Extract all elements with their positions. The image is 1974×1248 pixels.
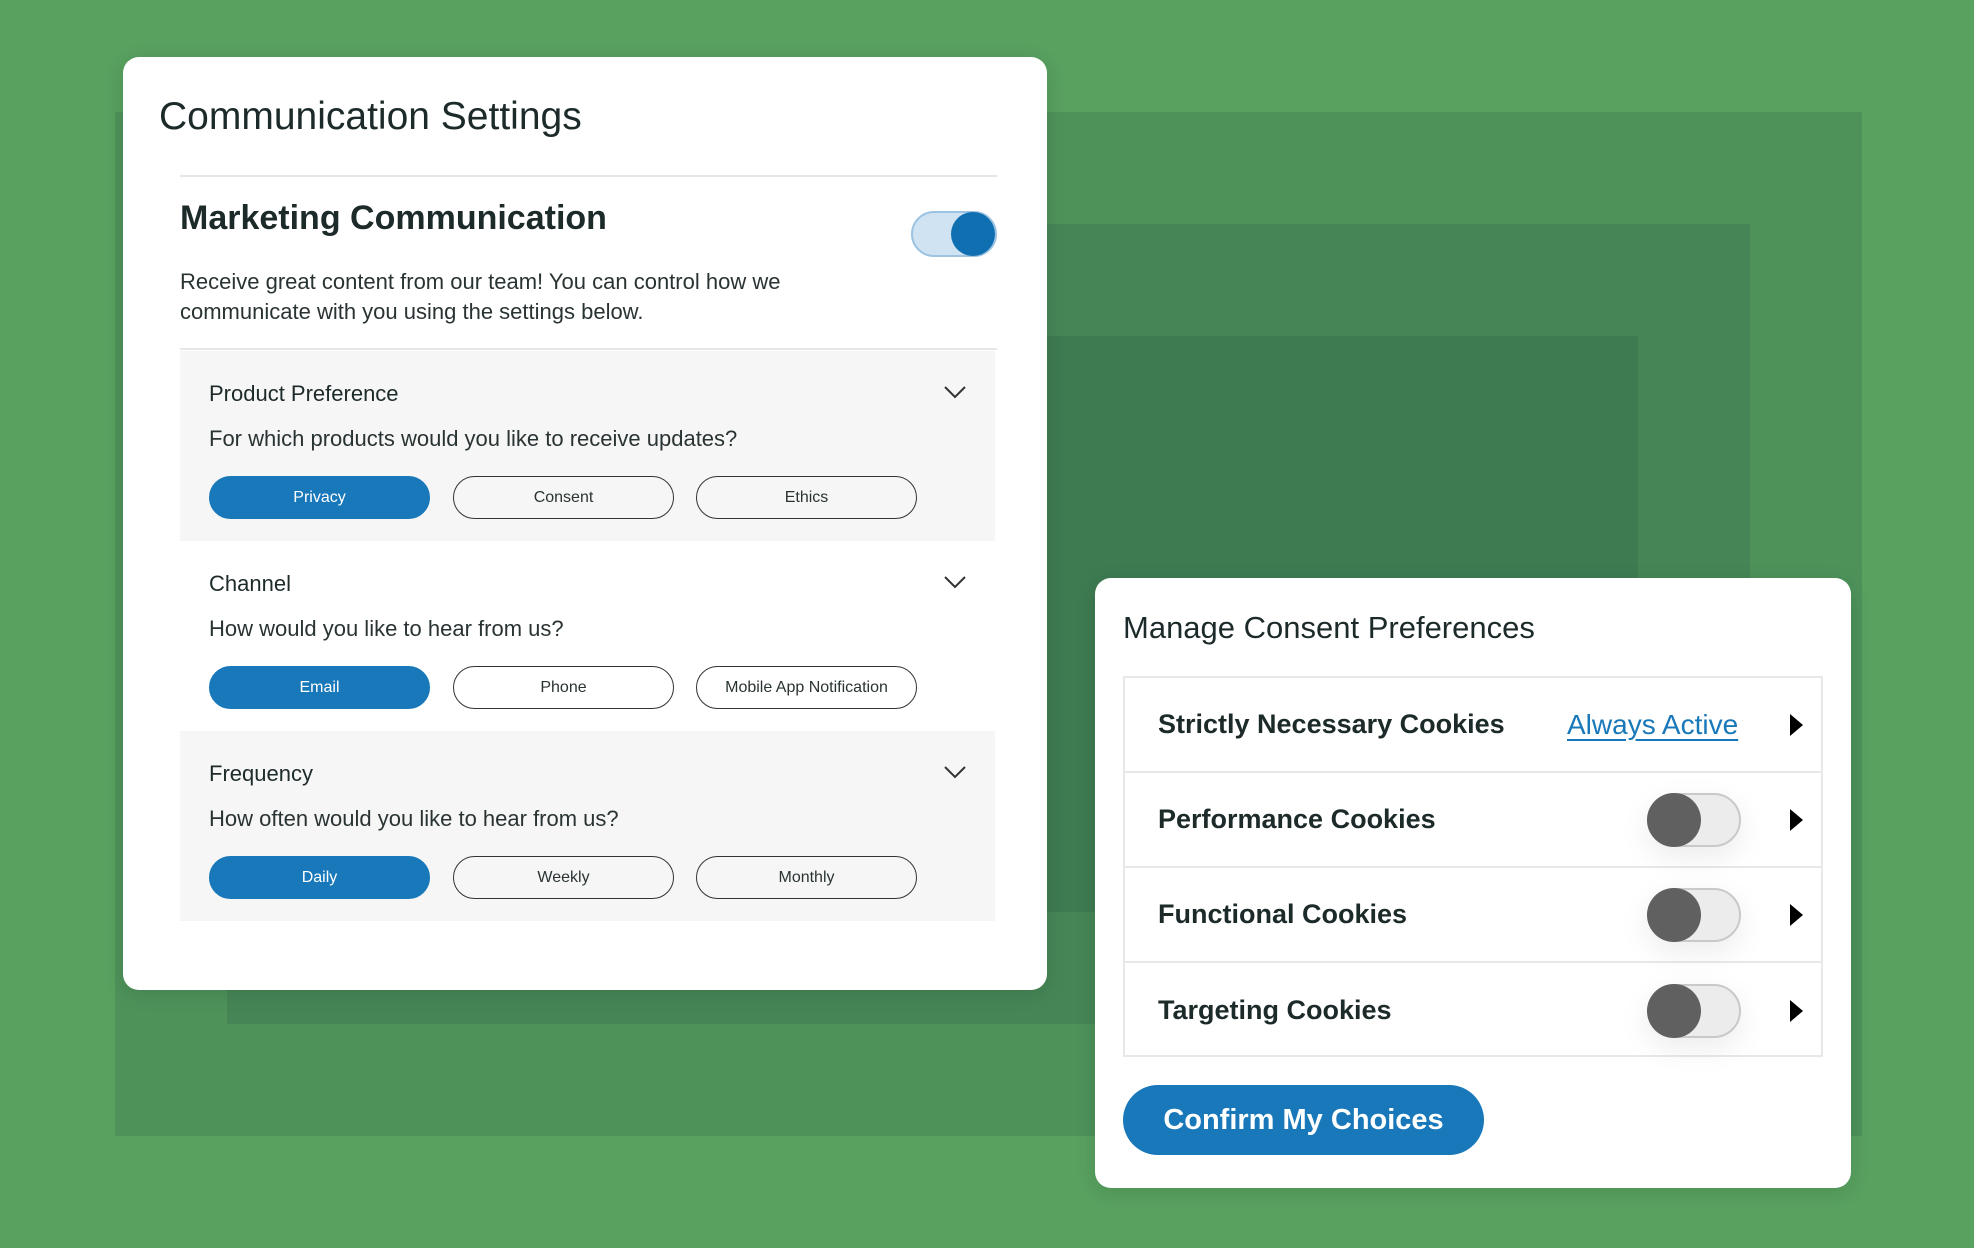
cookie-row-performance[interactable]: Performance Cookies <box>1125 773 1821 868</box>
cookie-label: Strictly Necessary Cookies <box>1158 709 1505 739</box>
option-monthly[interactable]: Monthly <box>696 856 917 899</box>
chevron-down-icon[interactable] <box>944 381 966 403</box>
marketing-toggle[interactable] <box>911 211 997 257</box>
marketing-title: Marketing Communication <box>180 199 607 237</box>
toggle-knob <box>951 212 995 256</box>
chevron-down-icon[interactable] <box>944 761 966 783</box>
cookie-label: Targeting Cookies <box>1158 995 1392 1025</box>
always-active-link[interactable]: Always Active <box>1567 708 1739 740</box>
toggle-knob <box>1647 792 1701 847</box>
divider <box>180 348 997 350</box>
option-ethics[interactable]: Ethics <box>696 476 917 519</box>
cookie-row-functional[interactable]: Functional Cookies <box>1125 868 1821 963</box>
section-title: Product Preference <box>209 381 399 406</box>
section-frequency: Frequency How often would you like to he… <box>180 731 995 921</box>
section-title: Channel <box>209 571 291 596</box>
section-title: Frequency <box>209 761 313 786</box>
option-phone[interactable]: Phone <box>453 666 674 709</box>
caret-right-icon[interactable] <box>1790 713 1803 736</box>
toggle-knob <box>1647 887 1701 942</box>
chevron-down-icon[interactable] <box>944 571 966 593</box>
option-mobile-app-notification[interactable]: Mobile App Notification <box>696 666 917 709</box>
caret-right-icon[interactable] <box>1790 808 1803 831</box>
option-consent[interactable]: Consent <box>453 476 674 519</box>
performance-toggle[interactable] <box>1647 792 1741 847</box>
communication-settings-card: Communication Settings Marketing Communi… <box>123 57 1047 990</box>
cookie-label: Performance Cookies <box>1158 804 1436 834</box>
consent-title: Manage Consent Preferences <box>1123 610 1535 645</box>
functional-toggle[interactable] <box>1647 887 1741 942</box>
targeting-toggle[interactable] <box>1647 983 1741 1038</box>
section-question: For which products would you like to rec… <box>209 426 738 451</box>
confirm-choices-button[interactable]: Confirm My Choices <box>1123 1085 1484 1155</box>
caret-right-icon[interactable] <box>1790 903 1803 926</box>
divider <box>180 175 997 177</box>
option-privacy[interactable]: Privacy <box>209 476 430 519</box>
section-question: How often would you like to hear from us… <box>209 806 619 831</box>
caret-right-icon[interactable] <box>1790 999 1803 1022</box>
marketing-description: Receive great content from our team! You… <box>180 269 781 324</box>
page-title: Communication Settings <box>159 95 582 138</box>
section-channel: Channel How would you like to hear from … <box>180 541 995 731</box>
toggle-knob <box>1647 983 1701 1038</box>
consent-preferences-card: Manage Consent Preferences Strictly Nece… <box>1095 578 1851 1188</box>
option-weekly[interactable]: Weekly <box>453 856 674 899</box>
cookie-row-strictly-necessary[interactable]: Strictly Necessary Cookies Always Active <box>1125 678 1821 773</box>
cookie-label: Functional Cookies <box>1158 899 1408 929</box>
cookie-row-targeting[interactable]: Targeting Cookies <box>1125 963 1821 1058</box>
section-product-preference: Product Preference For which products wo… <box>180 351 995 541</box>
option-email[interactable]: Email <box>209 666 430 709</box>
option-daily[interactable]: Daily <box>209 856 430 899</box>
cookie-list: Strictly Necessary Cookies Always Active… <box>1123 676 1823 1057</box>
section-question: How would you like to hear from us? <box>209 616 564 641</box>
